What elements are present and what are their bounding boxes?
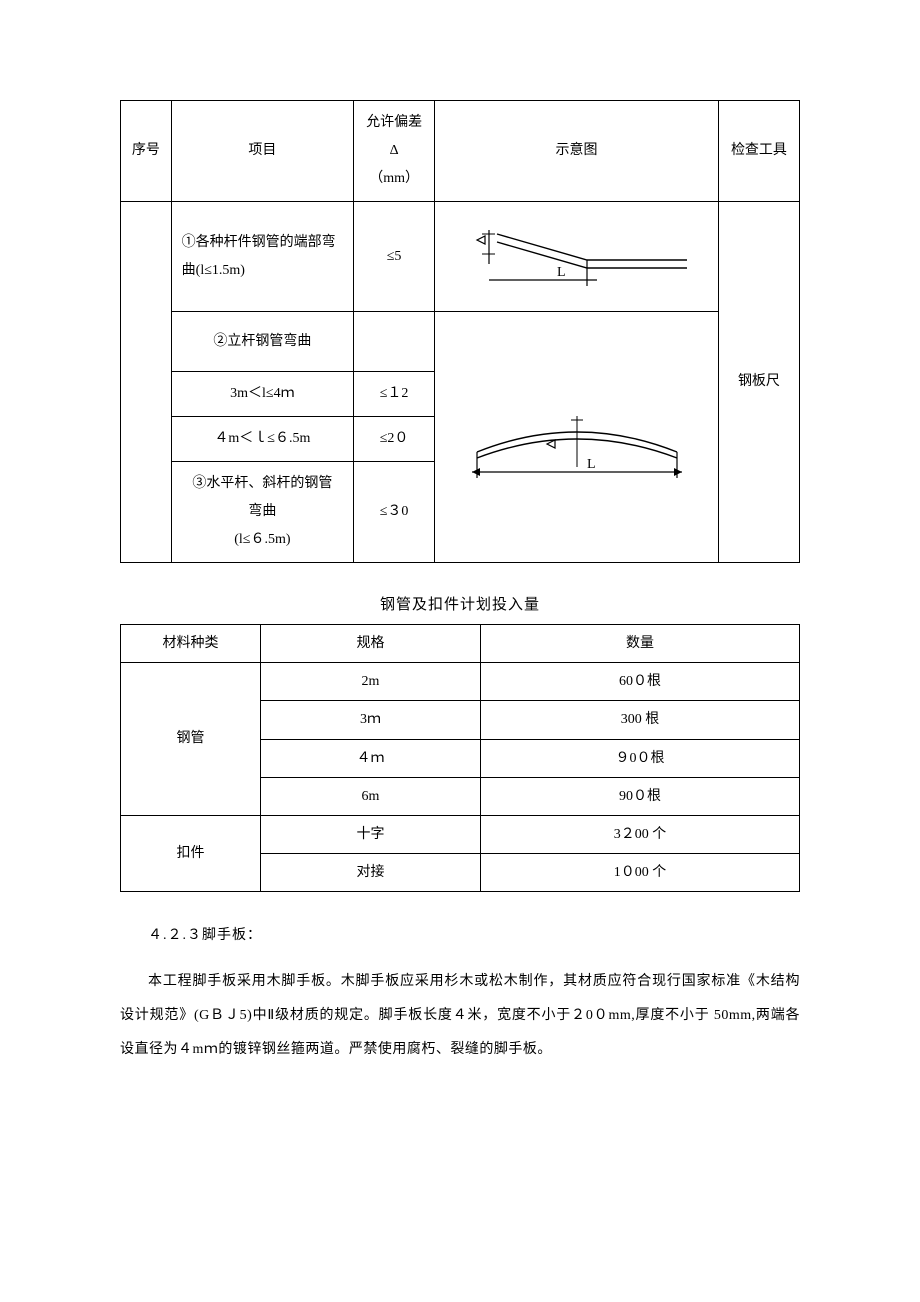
tol-cell-2 <box>354 312 435 372</box>
group1-label: 钢管 <box>121 663 261 816</box>
seq-cell <box>121 202 172 563</box>
header-spec: 规格 <box>261 625 481 663</box>
tolerance-table: 序号 项目 允许偏差 Δ （mm） 示意图 检查工具 ①各种杆件钢管的端部弯曲(… <box>120 100 800 563</box>
section-paragraph: 本工程脚手板采用木脚手板。木脚手板应采用杉木或松木制作，其材质应符合现行国家标准… <box>120 965 800 1066</box>
spec-cell: 6m <box>261 777 481 815</box>
header-tol-line2: Δ <box>360 137 428 165</box>
header-type: 材料种类 <box>121 625 261 663</box>
item5-line2: 弯曲 <box>178 498 347 526</box>
qty-cell: 90０根 <box>481 777 800 815</box>
tol-cell-5: ≤３0 <box>354 462 435 563</box>
table-row: ①各种杆件钢管的端部弯曲(l≤1.5m) ≤5 L 钢板尺 <box>121 202 800 312</box>
qty-cell: 3２00 个 <box>481 815 800 853</box>
group2-label: 扣件 <box>121 815 261 891</box>
qty-cell: ９0０根 <box>481 739 800 777</box>
tol-cell-4: ≤2０ <box>354 417 435 462</box>
qty-cell: 300 根 <box>481 701 800 739</box>
section-number: ４.２.３脚手板： <box>120 922 800 950</box>
header-tol-line1: 允许偏差 <box>360 109 428 137</box>
diagram-1-label-L: L <box>557 265 566 280</box>
spec-cell: 2m <box>261 663 481 701</box>
item-cell-3: 3m＜l≤4ｍ <box>171 372 353 417</box>
header-qty: 数量 <box>481 625 800 663</box>
table-row: 扣件 十字 3２00 个 <box>121 815 800 853</box>
header-seq: 序号 <box>121 101 172 202</box>
diagram-2-label-L: L <box>587 457 596 472</box>
tol-cell-3: ≤１2 <box>354 372 435 417</box>
item-cell-4: ４m＜ｌ≤６.5m <box>171 417 353 462</box>
header-tolerance: 允许偏差 Δ （mm） <box>354 101 435 202</box>
table-header-row: 材料种类 规格 数量 <box>121 625 800 663</box>
qty-cell: 1０00 个 <box>481 854 800 892</box>
spec-cell: 对接 <box>261 854 481 892</box>
item5-line3: (l≤６.5m) <box>178 526 347 554</box>
item5-line1: ③水平杆、斜杆的钢管 <box>178 470 347 498</box>
diagram-2: L <box>435 312 719 563</box>
diagram-1: L <box>435 202 719 312</box>
item-cell-1: ①各种杆件钢管的端部弯曲(l≤1.5m) <box>171 202 353 312</box>
tol-cell-1: ≤5 <box>354 202 435 312</box>
quantity-table: 材料种类 规格 数量 钢管 2m 60０根 3ｍ 300 根 ４ｍ ９0０根 6… <box>120 624 800 892</box>
header-diagram: 示意图 <box>435 101 719 202</box>
table-header-row: 序号 项目 允许偏差 Δ （mm） 示意图 检查工具 <box>121 101 800 202</box>
spec-cell: 3ｍ <box>261 701 481 739</box>
header-tol-line3: （mm） <box>360 165 428 193</box>
table-row: ②立杆钢管弯曲 L <box>121 312 800 372</box>
spec-cell: ４ｍ <box>261 739 481 777</box>
table2-caption: 钢管及扣件计划投入量 <box>120 593 800 614</box>
item-cell-2: ②立杆钢管弯曲 <box>171 312 353 372</box>
header-tool: 检查工具 <box>718 101 799 202</box>
spec-cell: 十字 <box>261 815 481 853</box>
tool-cell: 钢板尺 <box>718 202 799 563</box>
table-row: 钢管 2m 60０根 <box>121 663 800 701</box>
header-item: 项目 <box>171 101 353 202</box>
qty-cell: 60０根 <box>481 663 800 701</box>
item-cell-5: ③水平杆、斜杆的钢管 弯曲 (l≤６.5m) <box>171 462 353 563</box>
